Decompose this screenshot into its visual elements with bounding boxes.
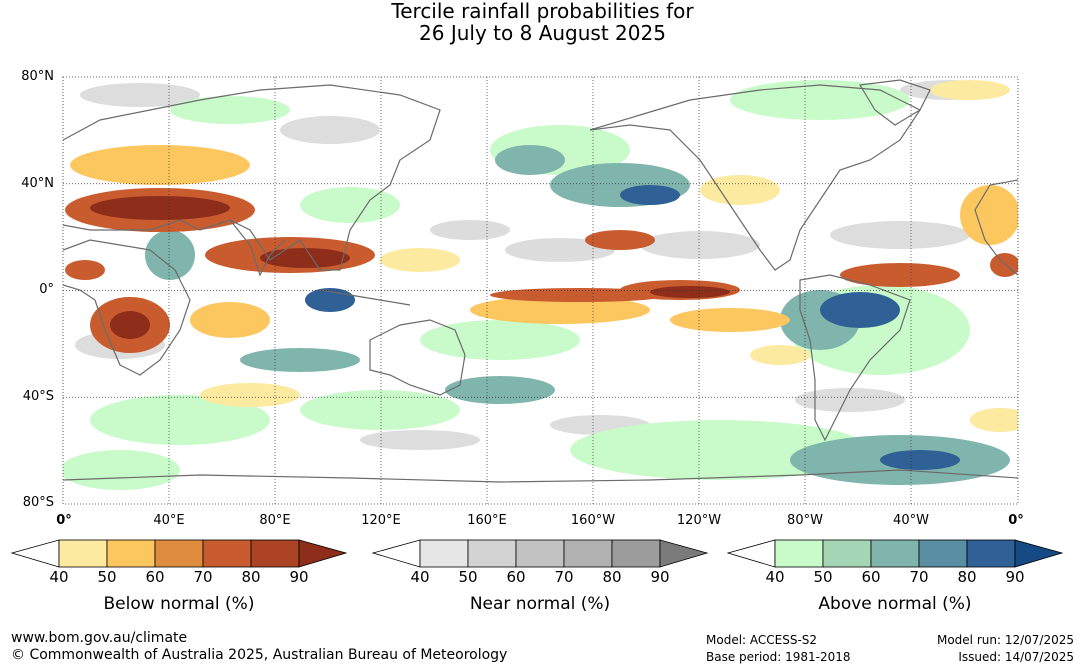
legend-below-normal-bar — [10, 539, 348, 568]
lon-label-120w: 120°W — [676, 513, 722, 528]
title-line-2: 26 July to 8 August 2025 — [419, 21, 666, 45]
above-normal-legend-title: Above normal (%) — [818, 594, 972, 614]
below-tick-90: 90 — [289, 568, 309, 586]
below-normal-dark — [90, 196, 730, 339]
legend-near-normal-bar — [371, 539, 709, 568]
above-tick-80: 80 — [957, 568, 977, 586]
below-normal-legend-title: Below normal (%) — [103, 594, 255, 614]
lon-label-160e: 160°E — [467, 513, 507, 528]
lon-label-40w: 40°W — [893, 513, 929, 528]
lon-label-120e: 120°E — [361, 513, 401, 528]
footer-left: www.bom.gov.au/climate © Commonwealth of… — [11, 630, 507, 664]
footer-dates: Model run: 12/07/2025 Issued: 14/07/2025 — [937, 632, 1074, 666]
near-tick-60: 60 — [506, 568, 526, 586]
below-tick-50: 50 — [97, 568, 117, 586]
coastlines — [63, 79, 1018, 483]
lat-label-40s: 40°S — [22, 389, 54, 404]
below-tick-40: 40 — [49, 568, 69, 586]
lon-label-160w: 160°W — [570, 513, 616, 528]
map-frame — [62, 76, 1019, 505]
lon-label-80w: 80°W — [787, 513, 823, 528]
base-period: Base period: 1981-2018 — [706, 650, 851, 664]
lat-label-80n: 80°N — [21, 69, 54, 84]
model-name: Model: ACCESS-S2 — [706, 633, 818, 647]
website-link[interactable]: www.bom.gov.au/climate — [11, 630, 188, 646]
above-tick-90: 90 — [1005, 568, 1025, 586]
near-normal-legend-title: Near normal (%) — [469, 594, 611, 614]
near-tick-80: 80 — [602, 568, 622, 586]
graticule — [63, 77, 1018, 504]
lon-label-0-west: 0° — [56, 513, 72, 528]
above-tick-60: 60 — [861, 568, 881, 586]
below-normal-mid — [70, 145, 1018, 338]
map-field — [63, 77, 1018, 504]
lon-label-80e: 80°E — [259, 513, 291, 528]
legend-above-normal-bar — [726, 539, 1064, 568]
below-tick-80: 80 — [241, 568, 261, 586]
above-tick-40: 40 — [765, 568, 785, 586]
near-tick-40: 40 — [410, 568, 430, 586]
near-tick-90: 90 — [650, 568, 670, 586]
footer-model-info: Model: ACCESS-S2 Base period: 1981-2018 — [706, 632, 851, 666]
lat-label-80s: 80°S — [22, 495, 54, 510]
lat-label-40n: 40°N — [21, 176, 54, 191]
title-line-1: Tercile rainfall probabilities for — [391, 0, 694, 23]
lon-label-0-east: 0° — [1008, 513, 1024, 528]
model-run-date: Model run: 12/07/2025 — [936, 633, 1074, 647]
below-tick-70: 70 — [193, 568, 213, 586]
below-normal-light — [200, 80, 1018, 432]
below-tick-60: 60 — [145, 568, 165, 586]
map-title: Tercile rainfall probabilities for 26 Ju… — [0, 0, 1085, 44]
above-tick-70: 70 — [909, 568, 929, 586]
lat-label-0: 0° — [39, 282, 54, 297]
near-tick-70: 70 — [554, 568, 574, 586]
above-tick-50: 50 — [813, 568, 833, 586]
copyright-text: © Commonwealth of Australia 2025, Austra… — [11, 647, 508, 663]
near-tick-50: 50 — [458, 568, 478, 586]
issued-date: Issued: 14/07/2025 — [958, 650, 1074, 664]
lon-label-40e: 40°E — [153, 513, 185, 528]
